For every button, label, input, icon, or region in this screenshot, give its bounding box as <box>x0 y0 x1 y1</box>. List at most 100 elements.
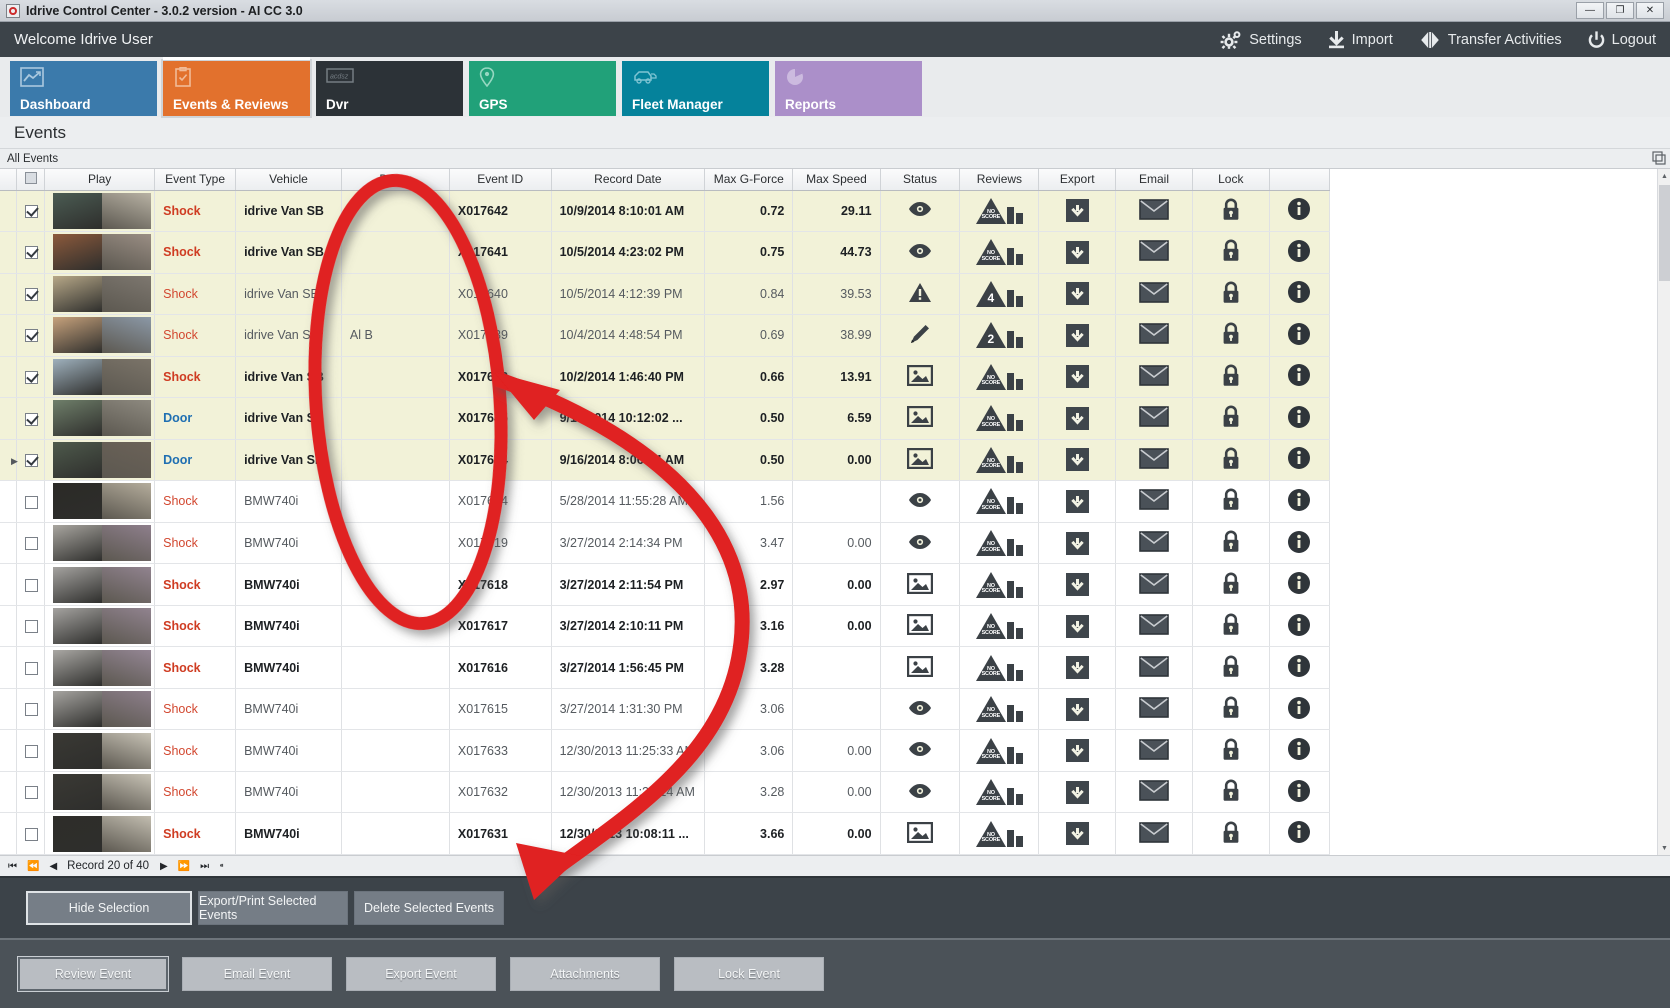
nav-next-page-button[interactable]: ⏩ <box>177 860 190 872</box>
tile-fleet-manager[interactable]: Fleet Manager <box>622 61 769 116</box>
export-print-selected-events-button[interactable]: Export/Print Selected Events <box>198 891 348 925</box>
reviews-cell[interactable]: 4 <box>959 273 1040 316</box>
video-thumbnails[interactable] <box>53 275 152 312</box>
lock-cell[interactable] <box>1192 563 1270 606</box>
video-thumbnails[interactable] <box>53 317 152 354</box>
envelope-icon[interactable] <box>1139 738 1169 760</box>
email-cell[interactable] <box>1115 646 1193 689</box>
padlock-icon[interactable] <box>1221 447 1241 470</box>
status-cell[interactable] <box>880 771 961 814</box>
download-box-icon[interactable] <box>1065 365 1089 389</box>
envelope-icon[interactable] <box>1139 323 1169 345</box>
info-cell[interactable] <box>1269 397 1331 440</box>
export-cell[interactable] <box>1038 356 1117 399</box>
download-box-icon[interactable] <box>1065 199 1089 223</box>
header-event-id[interactable]: Event ID <box>449 169 552 191</box>
lock-cell[interactable] <box>1192 273 1270 316</box>
info-circle-icon[interactable] <box>1287 446 1311 470</box>
export-cell[interactable] <box>1038 729 1117 772</box>
eye-icon[interactable] <box>908 492 932 508</box>
envelope-icon[interactable] <box>1139 821 1169 843</box>
tile-events-and-reviews[interactable]: Events & Reviews <box>161 57 312 118</box>
download-box-icon[interactable] <box>1065 240 1089 264</box>
menu-item-import[interactable]: Import <box>1328 30 1393 49</box>
info-circle-icon[interactable] <box>1287 820 1311 844</box>
menu-item-logout[interactable]: Logout <box>1588 30 1656 49</box>
padlock-icon[interactable] <box>1221 530 1241 553</box>
status-cell[interactable] <box>880 646 961 689</box>
table-row[interactable]: Shock BMW740i X017619 3/27/2014 2:14:34 PM 3… <box>0 522 1331 565</box>
info-cell[interactable] <box>1269 231 1331 274</box>
reviews-cell[interactable]: NO SCORE <box>959 729 1040 772</box>
menu-item-settings[interactable]: Settings <box>1220 30 1302 49</box>
image-icon[interactable] <box>906 572 933 594</box>
review-score-icon[interactable]: NO SCORE <box>975 613 1023 640</box>
email-cell[interactable] <box>1115 356 1193 399</box>
nav-add-button[interactable]: ⁌ <box>219 860 224 872</box>
row-checkbox-cell[interactable] <box>16 356 46 399</box>
padlock-icon[interactable] <box>1221 405 1241 428</box>
review-score-icon[interactable]: NO SCORE <box>975 696 1023 723</box>
info-cell[interactable] <box>1269 605 1331 648</box>
video-thumbnails[interactable] <box>53 525 152 562</box>
envelope-icon[interactable] <box>1139 448 1169 469</box>
lock-cell[interactable] <box>1192 439 1270 482</box>
download-box-icon[interactable] <box>1065 448 1089 472</box>
tile-reports[interactable]: Reports <box>775 61 922 116</box>
image-icon[interactable] <box>906 364 933 386</box>
eye-icon[interactable] <box>908 534 932 550</box>
info-cell[interactable] <box>1269 688 1331 731</box>
delete-selected-events-button[interactable]: Delete Selected Events <box>354 891 504 925</box>
play-thumbnail-cell[interactable] <box>44 273 156 316</box>
email-cell[interactable] <box>1115 522 1193 565</box>
download-box-icon[interactable] <box>1065 780 1089 804</box>
maximize-button[interactable]: ❐ <box>1606 2 1634 19</box>
lock-cell[interactable] <box>1192 605 1270 648</box>
info-cell[interactable] <box>1269 771 1331 814</box>
padlock-icon[interactable] <box>1221 198 1241 221</box>
minimize-button[interactable]: — <box>1576 2 1604 19</box>
row-checkbox-cell[interactable] <box>16 646 46 689</box>
video-thumbnails[interactable] <box>53 608 152 645</box>
export-cell[interactable] <box>1038 646 1117 689</box>
row-checkbox[interactable] <box>25 329 39 343</box>
info-circle-icon[interactable] <box>1287 405 1311 429</box>
export-cell[interactable] <box>1038 522 1117 565</box>
info-circle-icon[interactable] <box>1287 613 1311 637</box>
play-thumbnail-cell[interactable] <box>44 397 156 440</box>
reviews-cell[interactable]: NO SCORE <box>959 231 1040 274</box>
padlock-icon[interactable] <box>1221 488 1241 511</box>
row-checkbox[interactable] <box>25 370 39 384</box>
export-cell[interactable] <box>1038 605 1117 648</box>
nav-first-button[interactable]: ⏮ <box>8 860 17 872</box>
info-cell[interactable] <box>1269 314 1331 357</box>
video-thumbnails[interactable] <box>53 774 152 811</box>
warning-triangle-icon[interactable] <box>908 282 932 303</box>
status-cell[interactable] <box>880 190 961 233</box>
video-thumbnails[interactable] <box>53 649 152 686</box>
tile-dashboard[interactable]: Dashboard <box>10 61 157 116</box>
review-score-icon[interactable]: NO SCORE <box>975 530 1023 557</box>
lock-cell[interactable] <box>1192 397 1270 440</box>
play-thumbnail-cell[interactable] <box>44 480 156 523</box>
review-score-icon[interactable]: NO SCORE <box>975 405 1023 432</box>
padlock-icon[interactable] <box>1221 655 1241 678</box>
video-thumbnails[interactable] <box>53 192 152 229</box>
table-row[interactable]: Shock BMW740i X017633 12/30/2013 11:25:33 A… <box>0 729 1331 772</box>
status-cell[interactable] <box>880 729 961 772</box>
review-score-icon[interactable]: NO SCORE <box>975 779 1023 806</box>
eye-icon[interactable] <box>908 783 932 799</box>
review-score-icon[interactable]: 4 <box>975 280 1023 307</box>
reviews-cell[interactable]: NO SCORE <box>959 605 1040 648</box>
download-box-icon[interactable] <box>1065 531 1089 555</box>
row-checkbox-cell[interactable] <box>16 688 46 731</box>
reviews-cell[interactable]: NO SCORE <box>959 688 1040 731</box>
padlock-icon[interactable] <box>1221 738 1241 761</box>
header-max-gforce[interactable]: Max G-Force <box>704 169 794 191</box>
status-cell[interactable] <box>880 439 961 482</box>
download-box-icon[interactable] <box>1065 697 1089 721</box>
table-row[interactable]: Shock idrive Van SB X017642 10/9/2014 8:10:… <box>0 190 1331 233</box>
info-circle-icon[interactable] <box>1287 197 1311 221</box>
row-checkbox[interactable] <box>25 744 39 758</box>
email-cell[interactable] <box>1115 397 1193 440</box>
